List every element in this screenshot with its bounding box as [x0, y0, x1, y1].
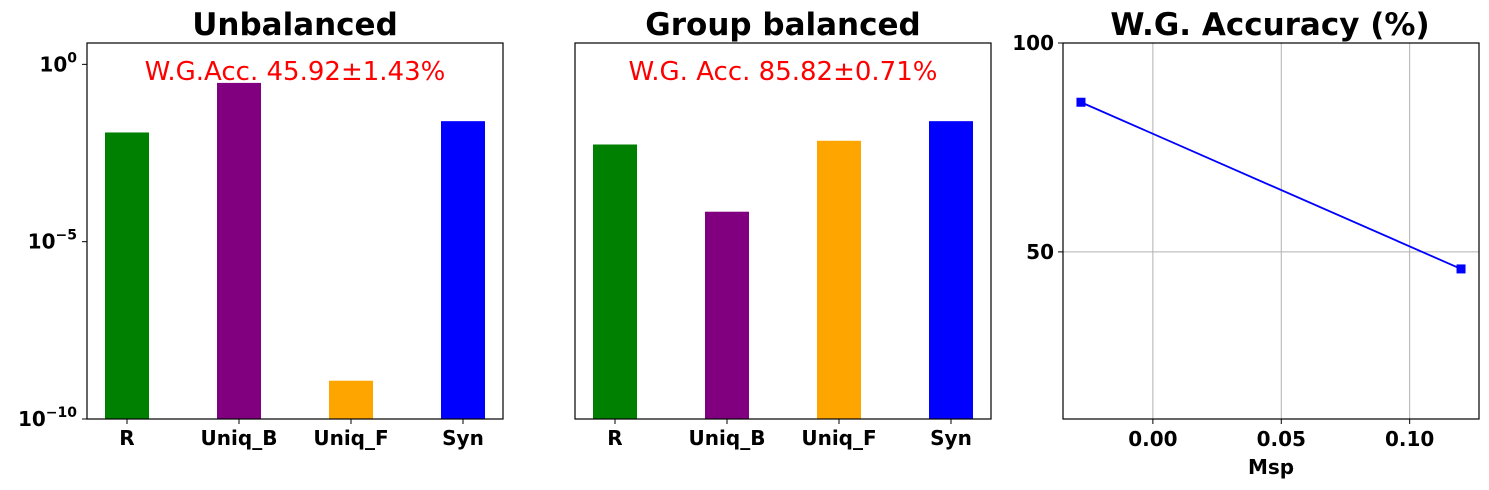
annotation: W.G.Acc. 45.92±1.43%: [145, 57, 446, 87]
plot-frame: [574, 42, 992, 420]
x-tick-label: Syn: [442, 426, 484, 450]
x-tick-label: 0.00: [1128, 427, 1177, 451]
plot-frame: [86, 42, 504, 420]
bar-r: [593, 144, 637, 419]
annotation: W.G. Acc. 85.82±0.71%: [629, 57, 938, 87]
series-line: [1080, 101, 1462, 270]
x-tick-label: Uniq_B: [201, 426, 278, 450]
bar-uniq-b: [217, 82, 261, 419]
y-tick-label: 10−5: [28, 228, 77, 254]
panel-group-balanced: Group balanced W.G. Acc. 85.82±0.71% R Un…: [574, 7, 992, 450]
chart-title: W.G. Accuracy (%): [1110, 7, 1429, 43]
x-axis-label: Msp: [1248, 455, 1294, 479]
y-tick-label: 100: [1012, 31, 1054, 55]
x-tick-label: R: [119, 426, 134, 450]
panel-wg-accuracy: W.G. Accuracy (%) 50 100 0.00 0.05 0.10 Msp: [1012, 7, 1480, 479]
bar-uniq-f: [817, 140, 861, 419]
x-tick-label: 0.10: [1385, 427, 1434, 451]
chart-title: Unbalanced: [192, 7, 398, 43]
plot-frame: [1062, 42, 1480, 420]
x-tick-label: Uniq_F: [801, 426, 876, 450]
y-tick-label: 10−10: [18, 405, 77, 431]
panel-unbalanced: Unbalanced W.G.Acc. 45.92±1.43% 100 10−5 1…: [18, 7, 504, 450]
bar-syn: [441, 121, 485, 419]
data-point-marker: [1456, 264, 1466, 274]
bar-syn: [929, 121, 973, 419]
x-tick-label: Uniq_F: [313, 426, 388, 450]
bar-uniq-f: [329, 380, 373, 419]
x-tick-label: 0.05: [1257, 427, 1306, 451]
bar-uniq-b: [705, 211, 749, 419]
y-tick-label: 50: [1026, 240, 1054, 264]
bar-r: [105, 132, 149, 420]
x-tick-label: Uniq_B: [689, 426, 766, 450]
data-point-marker: [1076, 97, 1086, 107]
y-tick-label: 100: [39, 50, 77, 76]
x-tick-label: Syn: [930, 426, 972, 450]
x-tick-label: R: [607, 426, 622, 450]
chart-title: Group balanced: [645, 7, 920, 43]
